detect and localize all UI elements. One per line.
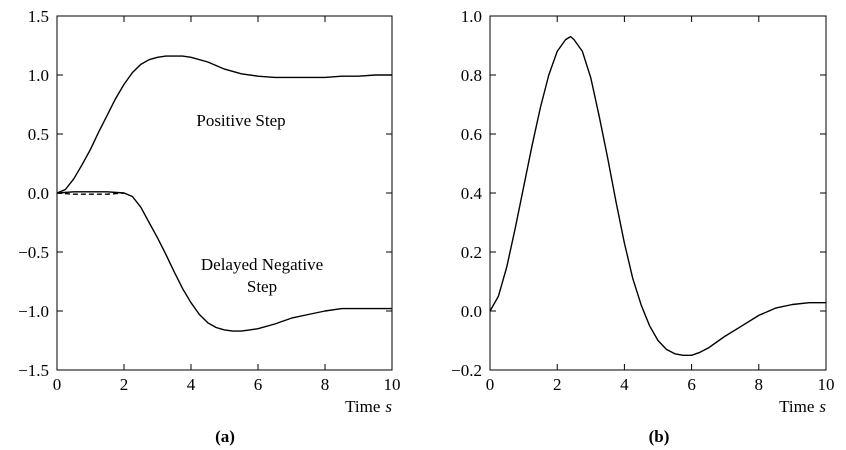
- panel-b-x-tick-label: 0: [486, 375, 495, 394]
- panel-a-x-tick-label: 4: [187, 375, 196, 394]
- panel-b-y-tick-label: 0.4: [461, 184, 483, 203]
- panel-b-x-tick-label: 8: [755, 375, 764, 394]
- panel-a-annotation-1: Positive Step: [196, 111, 285, 130]
- panel-b-x-tick-label: 2: [553, 375, 562, 394]
- panel-a-series-line-3: [56, 192, 125, 195]
- panel-a-x-axis-title: Time s: [345, 397, 392, 416]
- panel-a-x-tick-label: 2: [120, 375, 129, 394]
- panel-b-label: (b): [649, 427, 670, 446]
- panel-a-y-tick-label: −1.0: [18, 302, 49, 321]
- panel-a-x-tick-label: 0: [53, 375, 62, 394]
- panel-a: 0 2 4 6 8 10 1.5 1.0 0.5 0.0 −0.5 −1.0 −1.5 Time s (a) P…: [18, 7, 400, 446]
- panel-b-y-tick-label: 0.2: [461, 243, 482, 262]
- panel-b-x-axis-title: Time s: [779, 397, 826, 416]
- panel-a-y-tick-label: −0.5: [18, 243, 49, 262]
- panel-b-plot-frame: [489, 15, 827, 371]
- panel-b-y-tick-label: 0.0: [461, 302, 482, 321]
- panel-a-annotation-line: Delayed Negative: [201, 255, 323, 274]
- panel-b-y-tick-label: −0.2: [451, 361, 482, 380]
- panel-a-x-tick-label: 8: [321, 375, 330, 394]
- panel-b-x-axis-label: Time: [779, 397, 814, 416]
- panel-a-series-line-2: [56, 191, 392, 332]
- panel-b: 0 2 4 6 8 10 1.0 0.8 0.6 0.4 0.2 0.0 −0.2 Time s (b): [451, 7, 834, 446]
- panel-b-x-tick-label: 6: [687, 375, 696, 394]
- panel-a-annotation-line: Positive Step: [196, 111, 285, 130]
- panel-a-y-tick-label: −1.5: [18, 361, 49, 380]
- panel-a-y-tick-label: 1.5: [28, 7, 49, 26]
- panel-a-series-line-1: [56, 55, 392, 194]
- panel-b-y-tick-label: 0.6: [461, 125, 482, 144]
- panel-a-label: (a): [215, 427, 235, 446]
- panel-a-y-tick-label: 1.0: [28, 66, 49, 85]
- panel-b-series-line-1: [489, 35, 826, 356]
- panel-a-y-tick-label: 0.0: [28, 184, 49, 203]
- panel-a-x-tick-label: 6: [254, 375, 263, 394]
- panel-a-annotation-2: Delayed Negative Step: [201, 255, 323, 296]
- panel-b-y-tick-label: 0.8: [461, 66, 482, 85]
- panel-b-y-tick-label: 1.0: [461, 7, 482, 26]
- panel-a-annotation-line: Step: [247, 277, 277, 296]
- panel-a-y-tick-label: 0.5: [28, 125, 49, 144]
- panel-a-x-axis-unit: s: [385, 397, 392, 416]
- panel-a-x-axis-label: Time: [345, 397, 380, 416]
- panel-b-x-axis-unit: s: [819, 397, 826, 416]
- panel-b-x-tick-label: 4: [620, 375, 629, 394]
- panel-a-x-tick-label: 10: [384, 375, 401, 394]
- panel-b-x-tick-label: 10: [818, 375, 835, 394]
